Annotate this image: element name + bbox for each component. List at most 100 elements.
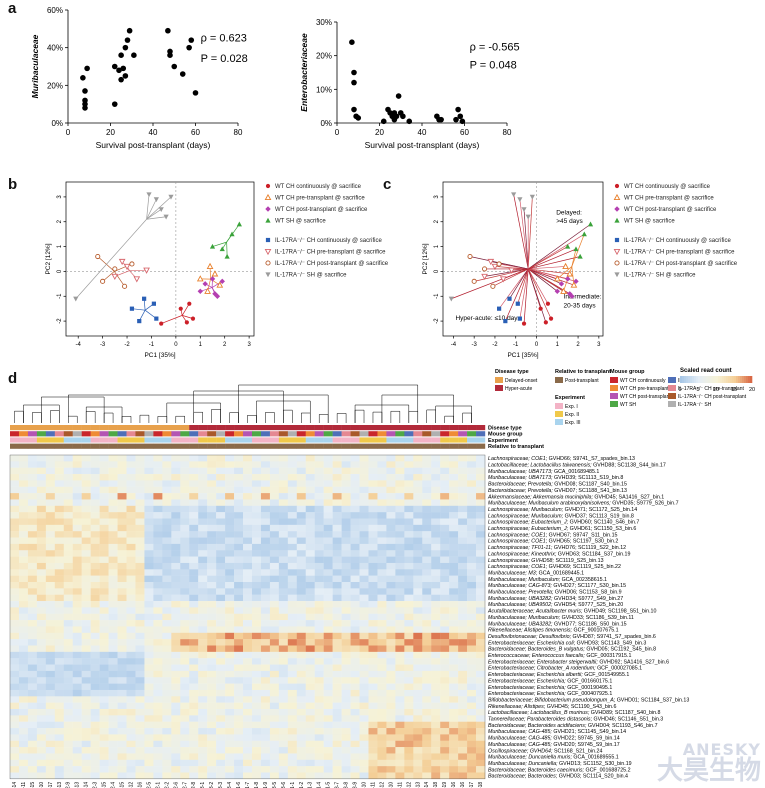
heatmap-cell — [198, 512, 208, 519]
row-label: Enterococcaceae; Enterococcus faecalis; … — [488, 653, 631, 659]
heatmap-cell — [395, 747, 405, 754]
heatmap-cell — [404, 543, 414, 551]
heatmap-cell — [171, 556, 181, 564]
heatmap-cell — [216, 607, 226, 614]
heatmap-cell — [36, 740, 47, 748]
heatmap-cell — [368, 772, 378, 780]
heatmap-cell — [216, 461, 226, 468]
pca-point — [143, 267, 150, 274]
row-label-part: Muribaculaceae; — [488, 570, 528, 576]
heatmap-cell — [467, 613, 477, 621]
heatmap-cell — [467, 626, 477, 633]
annotation-cell — [467, 443, 477, 449]
heatmap-cell — [287, 689, 297, 697]
annotation-cell — [153, 443, 163, 449]
heatmap-cell — [341, 772, 351, 780]
heatmap-cell — [135, 683, 145, 691]
heatmap-cell — [216, 645, 226, 653]
heatmap-cell — [90, 766, 100, 773]
dendrogram-branch — [408, 410, 419, 423]
heatmap-cell — [243, 569, 253, 576]
heatmap-cell — [45, 480, 56, 487]
heatmap-cell — [341, 759, 351, 767]
heatmap-cell — [144, 620, 154, 627]
row-label-part: SC1190_S43_bin.6 — [571, 704, 617, 710]
heatmap-cell — [368, 620, 378, 627]
heatmap-cell — [225, 715, 235, 722]
heatmap-cell — [458, 537, 468, 545]
heatmap-cell — [207, 480, 217, 487]
heatmap-cell — [296, 613, 306, 621]
heatmap-cell — [431, 721, 441, 729]
heatmap-cell — [18, 715, 29, 722]
heatmap-cell — [431, 505, 441, 513]
heatmap-cell — [36, 620, 47, 627]
heatmap-cell — [368, 664, 378, 672]
heatmap-cell — [377, 715, 387, 722]
heatmap-cell — [180, 709, 190, 716]
dendrogram-branch — [211, 409, 221, 423]
heatmap-cell — [216, 620, 226, 627]
annotation-cell — [27, 443, 38, 449]
x-axis-label: Survival post-transplant (days) — [96, 140, 211, 150]
heatmap-cell — [278, 518, 289, 526]
heatmap-cell — [117, 575, 127, 583]
heatmap-cell — [368, 524, 378, 532]
heatmap-cell — [296, 715, 306, 722]
heatmap-cell — [467, 664, 477, 672]
heatmap-cell — [72, 664, 82, 672]
heatmap-cell — [126, 721, 136, 729]
data-point — [171, 63, 178, 70]
column-label: M1-13 — [415, 782, 421, 788]
heatmap-cell — [341, 677, 351, 684]
heatmap-cell — [126, 709, 136, 716]
heatmap-cell — [108, 531, 118, 538]
heatmap-cell — [189, 518, 199, 526]
heatmap-cell — [216, 677, 226, 684]
heatmap-cell — [18, 670, 29, 678]
heatmap-cell — [368, 689, 378, 697]
heatmap-cell — [413, 594, 423, 602]
heatmap-cell — [440, 677, 450, 684]
heatmap-cell — [153, 702, 163, 710]
heatmap-cell — [234, 550, 244, 557]
heatmap-cell — [305, 499, 315, 506]
heatmap-cell — [449, 740, 459, 748]
row-label-part: TF01-11; — [531, 545, 554, 551]
heatmap-cell — [117, 702, 127, 710]
column-label: M1-6 — [236, 782, 242, 788]
heatmap-cell — [341, 766, 351, 773]
heatmap-cell — [305, 740, 315, 748]
heatmap-cell — [243, 632, 253, 640]
heatmap-cell — [440, 480, 450, 487]
heatmap-cell — [386, 505, 396, 513]
heatmap-cell — [108, 740, 118, 748]
heatmap-cell — [278, 486, 289, 494]
heatmap-cell — [72, 524, 82, 532]
heatmap-cell — [126, 626, 136, 633]
heatmap-cell — [449, 620, 459, 627]
heatmap-cell — [251, 531, 262, 538]
annotation-cell — [234, 443, 244, 449]
heatmap-cell — [27, 728, 38, 735]
watermark-en: ANESKY — [682, 740, 761, 759]
heatmap-cell — [332, 455, 342, 462]
row-label-part: GVHD33; — [562, 615, 586, 621]
heatmap-cell — [243, 715, 253, 722]
heatmap-cell — [296, 645, 306, 653]
annotation-cell — [269, 443, 280, 449]
heatmap-cell — [117, 543, 127, 551]
heatmap-cell — [377, 632, 387, 640]
heatmap-cell — [45, 601, 56, 608]
heatmap-cell — [36, 639, 47, 646]
heatmap-cell — [305, 607, 315, 614]
heatmap-cell — [305, 766, 315, 773]
heatmap-cell — [54, 480, 64, 487]
heatmap-cell — [189, 651, 199, 659]
row-label-part: Enterobacteriaceae; — [488, 678, 537, 684]
heatmap-cell — [449, 702, 459, 710]
heatmap-cell — [440, 512, 450, 519]
heatmap-cell — [162, 505, 172, 513]
heatmap-cell — [269, 658, 280, 665]
heatmap-cell — [180, 607, 190, 614]
